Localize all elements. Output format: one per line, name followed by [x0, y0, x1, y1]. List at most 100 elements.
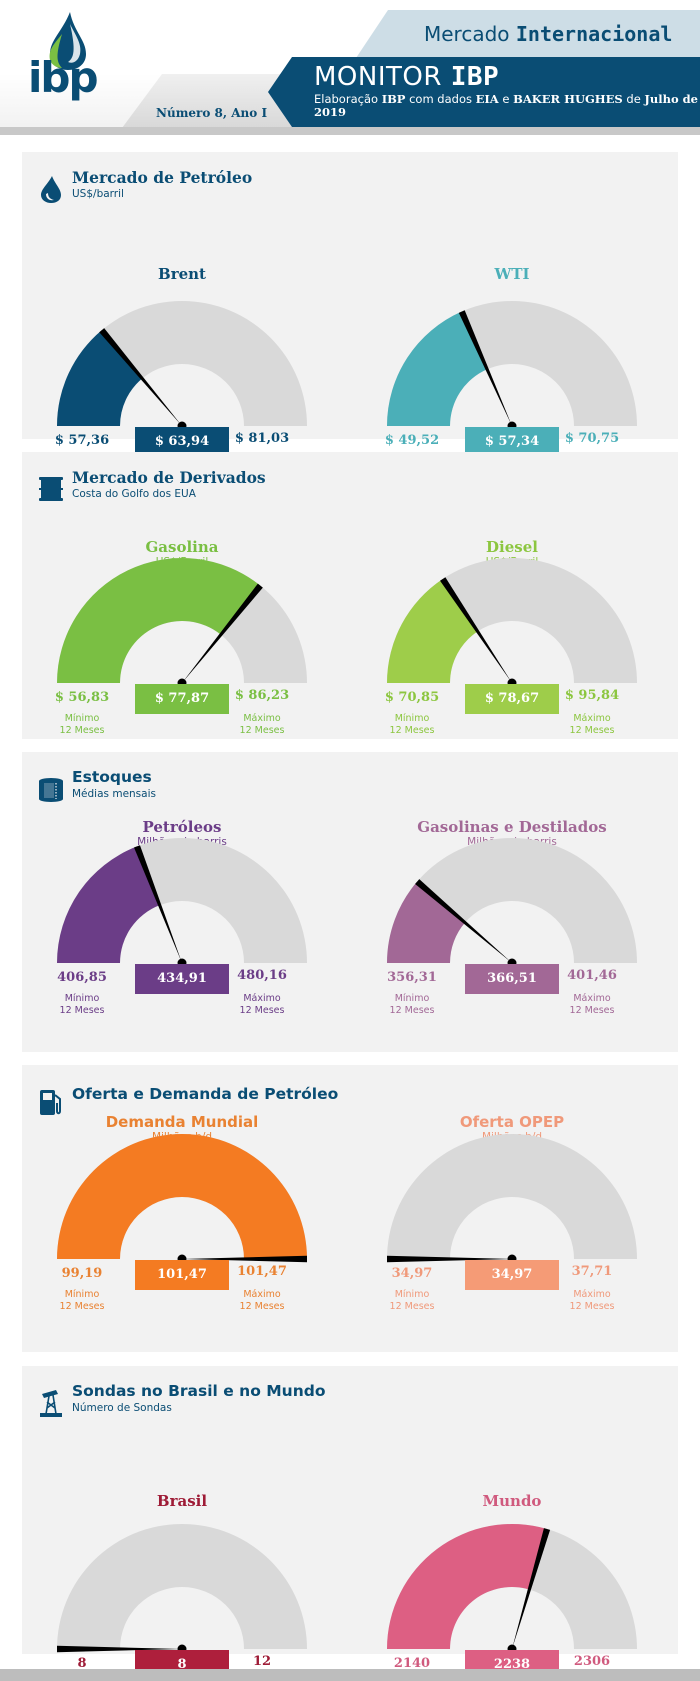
panel-title: Oferta e Demanda de Petróleo — [72, 1085, 339, 1103]
gauge-min-label-period: 12 Meses — [389, 1005, 435, 1016]
gauge-needle — [387, 1255, 512, 1263]
gauge-max-value: 401,46 — [567, 968, 617, 983]
gauge-dial — [57, 1524, 307, 1654]
gauge-max-label-line: Máximo — [573, 713, 611, 724]
gauge-current-value: 434,91 — [135, 964, 229, 994]
gauge-dial — [57, 838, 307, 968]
oil-rig-icon — [40, 1390, 62, 1417]
gauge-max-label-line: Máximo — [573, 993, 611, 1004]
gauge-min-label-line: Mínimo — [64, 993, 100, 1004]
gauge-fill — [57, 1134, 307, 1259]
gauge-title: Demanda Mundial — [105, 1113, 259, 1131]
barrel-icon — [38, 477, 63, 501]
gauge-min-label-period: 12 Meses — [389, 725, 435, 736]
gauge-needle — [440, 577, 512, 683]
gauge-max-label-line: Máximo — [243, 1289, 281, 1300]
gauge-current-value: 366,51 — [465, 964, 559, 994]
gauge-max-label-line: Máximo — [243, 713, 281, 724]
subtitle-part: EIA — [475, 92, 499, 106]
gauge-max-value: $ 70,75 — [564, 431, 620, 446]
gauge-needle — [182, 583, 263, 683]
subtitle-part: IBP — [381, 92, 406, 106]
gauge-max-label-period: 12 Meses — [569, 725, 615, 736]
gauge-min-label-line: Mínimo — [64, 713, 100, 724]
gauge-min-label-period: 12 Meses — [59, 725, 105, 736]
gauge-title: Mundo — [482, 1492, 542, 1510]
gauge-fill — [57, 558, 261, 683]
monitor-subtitle: Elaboração IBP com dados EIA e BAKER HUG… — [314, 93, 699, 119]
panel-estoques: Estoques Médias mensais PetróleosMilhões… — [22, 752, 678, 1052]
gauge-min-label-line: Mínimo — [394, 1289, 430, 1300]
gauge-dial — [387, 558, 637, 688]
gauge-min-label-period: 12 Meses — [59, 1301, 105, 1312]
gauge-fill — [387, 578, 478, 683]
gauge-max-label-period: 12 Meses — [239, 1005, 285, 1016]
section-title-prefix: Mercado — [424, 22, 516, 46]
gauge-title: Gasolinas e Destilados — [417, 818, 607, 836]
gauge-title: Diesel — [486, 538, 538, 556]
gauge-needle — [134, 845, 182, 963]
gauge-dial — [387, 1134, 637, 1264]
gauge-min-value: $ 57,36 — [54, 433, 110, 448]
panel-title: Sondas no Brasil e no Mundo — [72, 1382, 326, 1400]
gauge-max-value: $ 95,84 — [564, 688, 620, 703]
gauge-min-value: 99,19 — [61, 1266, 103, 1281]
gauge-title: Brasil — [156, 1492, 208, 1510]
gauge-track — [387, 1134, 637, 1259]
gauge-current-value: $ 77,87 — [135, 684, 229, 714]
gauge-needle — [99, 328, 182, 426]
gauge-track — [57, 1524, 307, 1649]
gauge-current-value: $ 78,67 — [465, 684, 559, 714]
gauge-title: Brent — [158, 265, 206, 283]
gauge-fill — [57, 846, 160, 963]
gauge-min-value: 406,85 — [57, 970, 107, 985]
gauge-max-label-period: 12 Meses — [569, 1301, 615, 1312]
panel-mercado-petroleo: Mercado de Petróleo US$/barril Brent $ 63… — [22, 152, 678, 479]
logo-text: ibp — [28, 53, 99, 102]
gauge-min-value: 34,97 — [391, 1266, 433, 1281]
gauge-current-value: 34,97 — [465, 1260, 559, 1290]
gauge-dial — [387, 1524, 637, 1654]
subtitle-part: com dados — [405, 92, 476, 106]
section-title-bold: Internacional — [515, 22, 673, 46]
fuel-pump-icon — [40, 1090, 61, 1115]
gauge-min-label-period: 12 Meses — [389, 1301, 435, 1312]
subtitle-part: de — [622, 92, 645, 106]
gauge-min-value: $ 56,83 — [54, 690, 110, 705]
gauge-needle — [458, 310, 512, 426]
monitor-banner — [268, 57, 700, 127]
gauge-fill — [387, 881, 465, 963]
gauge-max-label-line: Máximo — [243, 993, 281, 1004]
gauge-fill — [387, 1524, 548, 1649]
gauge-max-value: 12 — [252, 1654, 272, 1669]
gauge-min-label-line: Mínimo — [64, 1289, 100, 1300]
gauge-title: Oferta OPEP — [459, 1113, 565, 1131]
panel-subtitle: US$/barril — [72, 188, 124, 200]
gauge-max-label-period: 12 Meses — [569, 1005, 615, 1016]
gauge-dial — [57, 1134, 307, 1264]
gauge-min-value: $ 70,85 — [384, 690, 440, 705]
gauge-min-value: 356,31 — [387, 970, 437, 985]
gauge-max-label-period: 12 Meses — [239, 1301, 285, 1312]
gauge-dial — [387, 838, 637, 968]
gauge-current-value: 101,47 — [135, 1260, 229, 1290]
gauge-max-value: 480,16 — [237, 968, 287, 983]
gauge-needle — [57, 1645, 182, 1653]
footer-bar — [0, 1669, 700, 1681]
gauge-min-value: $ 49,52 — [384, 433, 440, 448]
gauge-max-label-period: 12 Meses — [239, 725, 285, 736]
oil-drop-icon — [41, 176, 61, 203]
section-tab — [356, 10, 700, 58]
gauge-dial — [57, 558, 307, 688]
